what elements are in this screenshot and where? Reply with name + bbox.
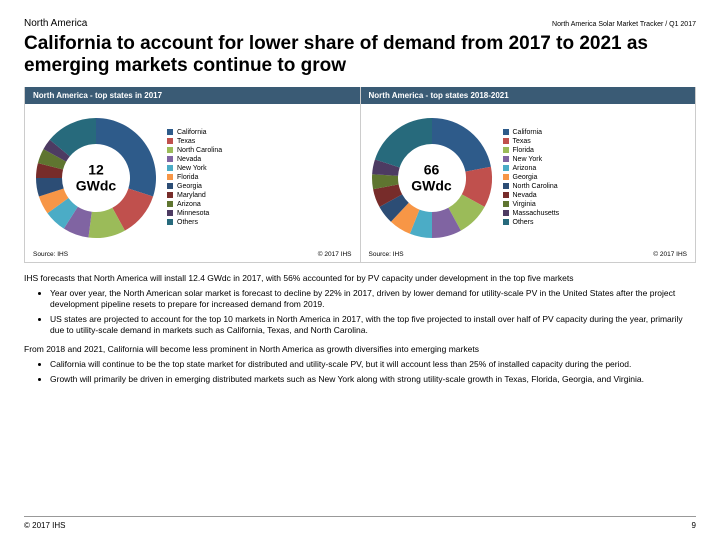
legend-swatch (503, 192, 509, 198)
legend-label: North Carolina (513, 183, 558, 190)
bullet-item: California will continue to be the top s… (50, 359, 696, 370)
chart-panel-2018-2021: North America - top states 2018-2021 66 … (361, 87, 697, 263)
legend-swatch (503, 183, 509, 189)
legend-label: Nevada (513, 192, 537, 199)
legend-label: Georgia (177, 183, 202, 190)
legend-label: California (513, 129, 543, 136)
legend-2018-2021: California Texas Florida New York Arizona Geo… (497, 129, 690, 228)
legend-item: Florida (167, 174, 354, 181)
legend-label: New York (513, 156, 543, 163)
legend-item: Nevada (167, 156, 354, 163)
legend-swatch (503, 129, 509, 135)
legend-item: Virginia (503, 201, 690, 208)
legend-label: Florida (513, 147, 534, 154)
legend-swatch (503, 147, 509, 153)
bullet-item: US states are projected to account for t… (50, 314, 696, 336)
legend-label: Maryland (177, 192, 206, 199)
chart-panel-2017: North America - top states in 2017 12 GW… (24, 87, 361, 263)
donut-chart-2017: 12 GWdc (31, 113, 161, 243)
legend-label: Georgia (513, 174, 538, 181)
legend-2017: California Texas North Carolina Nevada New Y… (161, 129, 354, 228)
legend-item: California (503, 129, 690, 136)
legend-swatch (503, 210, 509, 216)
source-label: Source: IHS (33, 251, 68, 258)
legend-item: Texas (503, 138, 690, 145)
legend-swatch (167, 219, 173, 225)
legend-swatch (167, 174, 173, 180)
legend-swatch (503, 174, 509, 180)
legend-item: Maryland (167, 192, 354, 199)
legend-swatch (167, 192, 173, 198)
legend-swatch (167, 165, 173, 171)
legend-item: North Carolina (503, 183, 690, 190)
bullet-item: Year over year, the North American solar… (50, 288, 696, 310)
legend-label: Arizona (513, 165, 537, 172)
slide-footer: © 2017 IHS 9 (24, 516, 696, 530)
legend-item: North Carolina (167, 147, 354, 154)
legend-label: Others (177, 219, 198, 226)
page-title: California to account for lower share of… (24, 33, 696, 77)
legend-swatch (167, 201, 173, 207)
legend-label: California (177, 129, 207, 136)
legend-swatch (167, 138, 173, 144)
donut-center-label: 66 GWdc (411, 163, 451, 194)
legend-item: Others (503, 219, 690, 226)
charts-row: North America - top states in 2017 12 GW… (24, 87, 696, 263)
legend-item: Arizona (167, 201, 354, 208)
legend-swatch (167, 210, 173, 216)
panel-header: North America - top states in 2017 (25, 87, 360, 104)
legend-item: Others (167, 219, 354, 226)
legend-item: Arizona (503, 165, 690, 172)
legend-item: Florida (503, 147, 690, 154)
legend-item: Minnesota (167, 210, 354, 217)
tracker-label: North America Solar Market Tracker / Q1 … (552, 21, 696, 28)
legend-label: Others (513, 219, 534, 226)
copyright-label: © 2017 IHS (318, 251, 352, 258)
donut-slice (374, 118, 431, 167)
legend-label: Florida (177, 174, 198, 181)
legend-label: Minnesota (177, 210, 209, 217)
legend-swatch (167, 156, 173, 162)
legend-item: Texas (167, 138, 354, 145)
legend-label: Texas (177, 138, 195, 145)
legend-label: New York (177, 165, 207, 172)
legend-swatch (503, 165, 509, 171)
bullet-item: Growth will primarily be driven in emerg… (50, 374, 696, 385)
legend-label: Texas (513, 138, 531, 145)
region-label: North America (24, 18, 87, 29)
copyright-label: © 2017 IHS (653, 251, 687, 258)
legend-swatch (503, 219, 509, 225)
legend-swatch (167, 183, 173, 189)
legend-item: Georgia (167, 183, 354, 190)
paragraph: IHS forecasts that North America will in… (24, 273, 696, 284)
legend-item: Massachusetts (503, 210, 690, 217)
legend-label: Nevada (177, 156, 201, 163)
donut-chart-2018-2021: 66 GWdc (367, 113, 497, 243)
donut-center-label: 12 GWdc (76, 163, 116, 194)
legend-label: Arizona (177, 201, 201, 208)
legend-swatch (503, 138, 509, 144)
legend-label: North Carolina (177, 147, 222, 154)
legend-label: Virginia (513, 201, 536, 208)
legend-item: California (167, 129, 354, 136)
footer-copyright: © 2017 IHS (24, 521, 65, 530)
source-label: Source: IHS (369, 251, 404, 258)
paragraph: From 2018 and 2021, California will beco… (24, 344, 696, 355)
legend-swatch (503, 156, 509, 162)
legend-item: Georgia (503, 174, 690, 181)
legend-label: Massachusetts (513, 210, 560, 217)
page-number: 9 (692, 521, 696, 530)
slide-header: North America North America Solar Market… (24, 18, 696, 29)
panel-header: North America - top states 2018-2021 (361, 87, 696, 104)
body-text: IHS forecasts that North America will in… (24, 273, 696, 385)
legend-swatch (167, 129, 173, 135)
legend-item: Nevada (503, 192, 690, 199)
legend-swatch (167, 147, 173, 153)
legend-item: New York (167, 165, 354, 172)
legend-swatch (503, 201, 509, 207)
legend-item: New York (503, 156, 690, 163)
